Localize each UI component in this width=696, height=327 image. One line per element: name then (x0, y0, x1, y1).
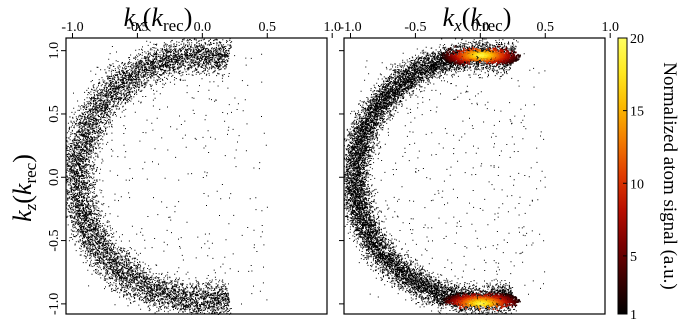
colorbar-tick-label: 10 (630, 177, 644, 192)
y-tick-label: -1.0 (47, 293, 62, 315)
plot-frame (343, 37, 606, 315)
colorbar-gradient (617, 37, 628, 315)
x-tick-label: 0.0 (194, 20, 212, 35)
plot-frame (65, 37, 328, 315)
right-scatter-panel: -1.0 -0.5 0.0 0.5 1.0 (339, 20, 619, 315)
hot-spot (441, 45, 521, 68)
hot-spot (441, 290, 521, 312)
colorbar-tick-label: 5 (630, 250, 637, 265)
x-tick-label: 0.5 (537, 20, 555, 35)
left-xlabel: kx(krec) (124, 3, 193, 35)
right-xlabel: kx(krec) (443, 3, 512, 35)
y-tick-label: -0.5 (47, 229, 62, 251)
scatter-dots (344, 38, 546, 315)
colorbar-tick-label: 15 (630, 105, 644, 120)
x-tick-label: -1.0 (61, 20, 83, 35)
colorbar-label: Normalized atom signal (a.u.) (659, 62, 680, 289)
left-scatter-panel: -1.0 -0.5 0.0 0.5 1.0 1.0 0.5 0.0 -0.5 -1.0 (47, 20, 341, 315)
x-tick-label: -1.0 (339, 20, 361, 35)
scatter-points (344, 38, 546, 315)
scatter-dots (66, 38, 268, 315)
colorbar-tick-label: 1 (630, 308, 637, 323)
y-tick-label: 0.5 (47, 105, 62, 123)
colorbar-tick-label: 20 (630, 32, 644, 47)
x-tick-label: -0.5 (126, 20, 148, 35)
scatter-points (66, 38, 268, 315)
x-tick-label: 1.0 (323, 20, 341, 35)
y-tick-label: 0.0 (47, 169, 62, 187)
x-tick-label: 1.0 (601, 20, 619, 35)
left-ylabel: kz(krec) (8, 154, 40, 222)
x-tick-label: 0.0 (472, 20, 490, 35)
x-tick-label: -0.5 (404, 20, 426, 35)
y-tick-label: 1.0 (47, 42, 62, 60)
x-tick-label: 0.5 (259, 20, 277, 35)
